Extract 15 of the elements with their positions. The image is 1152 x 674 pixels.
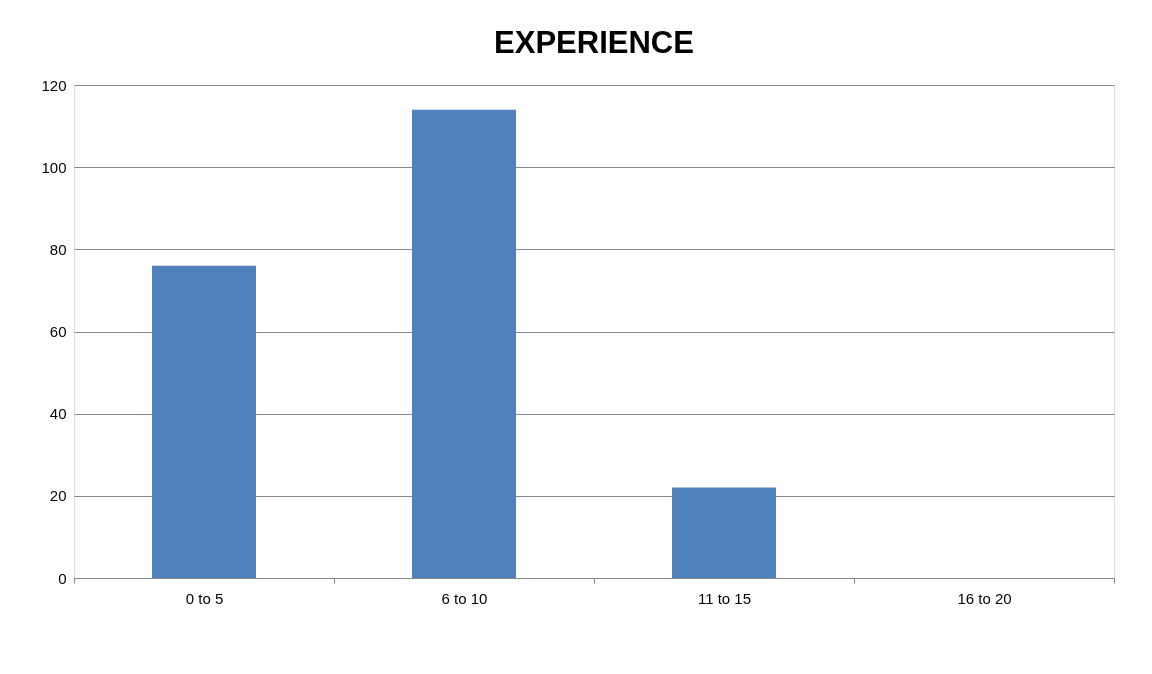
bar xyxy=(672,487,776,578)
y-tick-label: 40 xyxy=(49,405,67,423)
x-tick-label: 11 to 15 xyxy=(697,589,752,607)
y-tick-label: 20 xyxy=(49,487,67,505)
y-tick-label: 60 xyxy=(49,323,67,340)
x-tick-label: 16 to 20 xyxy=(957,589,1012,607)
x-tick-label: 6 to 10 xyxy=(441,589,488,607)
x-tick-label: 0 to 5 xyxy=(185,589,224,607)
y-tick-label: 80 xyxy=(49,240,67,258)
y-tick-label: 100 xyxy=(41,158,67,176)
y-tick-label: 0 xyxy=(58,569,67,587)
y-tick-label: 120 xyxy=(41,76,67,94)
bar xyxy=(152,265,256,578)
chart-title: EXPERIENCE xyxy=(494,25,694,60)
bar xyxy=(412,109,516,578)
